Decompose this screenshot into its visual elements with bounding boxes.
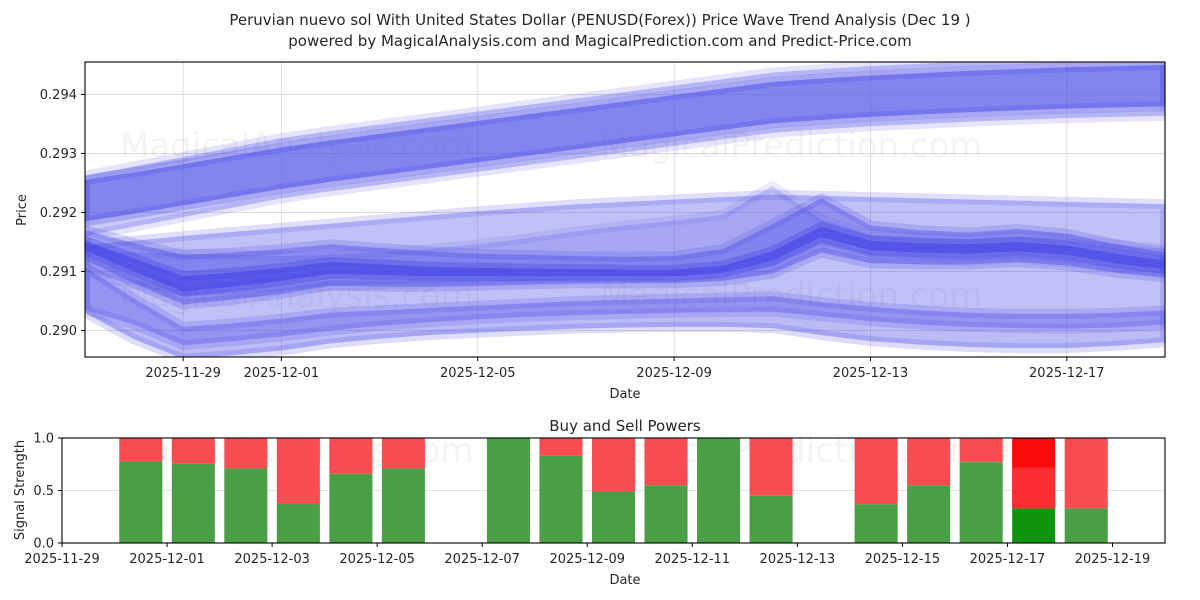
- bottom-xtick-label: 2025-12-17: [970, 552, 1046, 567]
- figure-canvas: Peruvian nuevo sol With United States Do…: [0, 0, 1200, 600]
- top-xtick-label: 2025-12-17: [1029, 366, 1105, 381]
- buy-power-bar: [539, 456, 582, 543]
- buy-power-bar: [224, 468, 267, 543]
- bottom-y-axis-label: Signal Strength: [13, 440, 28, 540]
- buy-power-bar: [119, 461, 162, 543]
- sell-power-bar-overlay: [1012, 468, 1055, 509]
- bottom-xtick-label: 2025-12-01: [129, 552, 205, 567]
- bottom-xtick-label: 2025-12-05: [339, 552, 415, 567]
- top-y-axis-label: Price: [15, 194, 30, 226]
- buy-power-bar: [172, 463, 215, 543]
- top-ytick-label: 0.293: [40, 147, 77, 162]
- sell-power-bar: [592, 438, 635, 492]
- buy-power-bar: [697, 438, 740, 543]
- top-xtick-label: 2025-12-01: [244, 366, 320, 381]
- bottom-xtick-label: 2025-12-09: [549, 552, 625, 567]
- bottom-xtick-label: 2025-12-07: [444, 552, 520, 567]
- top-ytick-label: 0.292: [40, 206, 77, 221]
- bottom-ytick-label: 1.0: [33, 432, 54, 447]
- buy-power-bar: [960, 462, 1003, 543]
- top-xtick-label: 2025-12-13: [833, 366, 909, 381]
- buy-sell-powers-subplot: Buy and Sell Powers MagicalAnalysis.com …: [13, 417, 1165, 588]
- bottom-xtick-label: 2025-12-11: [655, 552, 731, 567]
- sell-power-bar: [750, 438, 793, 496]
- top-xtick-label: 2025-11-29: [145, 366, 221, 381]
- top-xtick-label: 2025-12-05: [440, 366, 516, 381]
- bottom-xtick-label: 2025-12-19: [1075, 552, 1151, 567]
- buy-power-bar: [644, 485, 687, 543]
- sell-power-bar: [644, 438, 687, 485]
- sell-power-bar: [382, 438, 425, 468]
- buy-power-bar: [1012, 508, 1055, 543]
- sell-power-bar: [907, 438, 950, 485]
- bottom-x-axis-ticks: 2025-11-29 2025-12-01 2025-12-03 2025-12-05…: [24, 543, 1150, 567]
- buy-power-bar: [277, 503, 320, 543]
- top-xtick-label: 2025-12-09: [636, 366, 712, 381]
- price-wave-subplot: MagicalAnalysis.com MagicalPrediction.co…: [15, 56, 1165, 402]
- sell-power-bar: [960, 438, 1003, 462]
- bottom-ytick-label: 0.5: [33, 484, 54, 499]
- top-y-axis-ticks: 0.290 0.291 0.292 0.293 0.294: [40, 88, 85, 339]
- bottom-ytick-label: 0.0: [33, 537, 54, 552]
- chart-svg: MagicalAnalysis.com MagicalPrediction.co…: [0, 0, 1200, 600]
- bottom-x-axis-label: Date: [609, 573, 640, 588]
- buy-power-bar: [855, 504, 898, 543]
- sell-power-bar: [539, 438, 582, 456]
- sell-power-bar: [172, 438, 215, 463]
- bottom-xtick-label: 2025-11-29: [24, 552, 100, 567]
- sell-power-bar: [855, 438, 898, 504]
- bottom-y-axis-ticks: 0.0 0.5 1.0: [33, 432, 62, 552]
- bottom-xtick-label: 2025-12-03: [234, 552, 310, 567]
- title-line-2: powered by MagicalAnalysis.com and Magic…: [0, 31, 1200, 52]
- top-ytick-label: 0.290: [40, 324, 77, 339]
- sell-power-bar: [277, 438, 320, 503]
- buy-power-bar: [750, 496, 793, 543]
- sell-power-bar: [329, 438, 372, 474]
- buy-power-bar: [1065, 508, 1108, 543]
- top-x-axis-label: Date: [609, 387, 640, 402]
- bottom-xtick-label: 2025-12-15: [865, 552, 941, 567]
- top-ytick-label: 0.291: [40, 265, 77, 280]
- bottom-xtick-label: 2025-12-13: [760, 552, 836, 567]
- buy-power-bar: [907, 485, 950, 543]
- sell-power-bar: [1065, 438, 1108, 508]
- sell-power-bar: [119, 438, 162, 461]
- figure-title: Peruvian nuevo sol With United States Do…: [0, 10, 1200, 52]
- sell-power-bar: [224, 438, 267, 468]
- top-x-axis-ticks: 2025-11-29 2025-12-01 2025-12-05 2025-12-09…: [145, 357, 1104, 381]
- title-line-1: Peruvian nuevo sol With United States Do…: [0, 10, 1200, 31]
- top-ytick-label: 0.294: [40, 88, 77, 103]
- buy-power-bar: [329, 474, 372, 543]
- buy-power-bar: [592, 492, 635, 543]
- buy-power-bar: [487, 438, 530, 543]
- buy-power-bar: [382, 468, 425, 543]
